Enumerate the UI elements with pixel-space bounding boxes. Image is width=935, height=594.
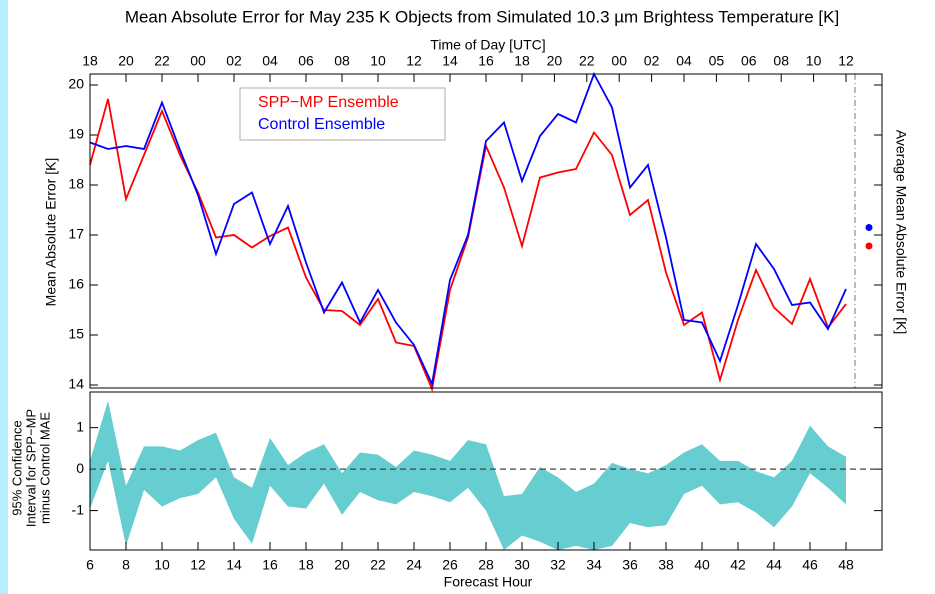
x-tick-label: 32 [550, 557, 566, 573]
y-tick-label: 14 [68, 376, 84, 392]
x-tick-label: 10 [154, 557, 170, 573]
top-tick-label: 08 [334, 53, 350, 69]
x-tick-label: 46 [802, 557, 818, 573]
y-axis-title: 95% Confidence [9, 420, 24, 515]
top-tick-label: 22 [579, 53, 595, 69]
x-tick-label: 48 [838, 557, 854, 573]
top-tick-label: 06 [298, 53, 314, 69]
top-tick-label: 16 [478, 53, 494, 69]
x-tick-label: 14 [226, 557, 242, 573]
top-axis-title: Time of Day [UTC] [430, 37, 545, 53]
top-tick-label: 20 [547, 53, 563, 69]
top-tick-label: 08 [773, 53, 789, 69]
average-dot [865, 224, 873, 231]
top-tick-label: 18 [82, 53, 98, 69]
top-tick-label: 12 [838, 53, 854, 69]
top-tick-label: 10 [806, 53, 822, 69]
side-stripe [0, 0, 8, 594]
y-tick-label: 1 [76, 418, 84, 434]
y-tick-label: 18 [68, 176, 84, 192]
y2-axis-title: Average Mean Absolute Error [K] [893, 130, 909, 334]
legend-label: Control Ensemble [258, 116, 385, 133]
top-tick-label: 02 [226, 53, 242, 69]
top-tick-label: 04 [262, 53, 278, 69]
y-tick-label: 17 [68, 226, 84, 242]
y-tick-label: 15 [68, 326, 84, 342]
legend-label: SPP−MP Ensemble [258, 94, 399, 111]
x-tick-label: 40 [694, 557, 710, 573]
y-axis-title: Interval for SPP−MP [23, 409, 38, 527]
y-axis-title: Mean Absolute Error [K] [43, 158, 59, 307]
x-tick-label: 16 [262, 557, 278, 573]
legend-box [239, 87, 446, 141]
top-tick-label: 12 [406, 53, 422, 69]
x-tick-label: 20 [334, 557, 350, 573]
x-tick-label: 12 [190, 557, 206, 573]
top-tick-label: 22 [154, 53, 170, 69]
x-tick-label: 44 [766, 557, 782, 573]
chart-title: Mean Absolute Error for May 235 K Object… [125, 7, 839, 26]
x-tick-label: 6 [86, 557, 94, 573]
average-dot [865, 242, 873, 250]
series-line [89, 98, 847, 393]
x-tick-label: 36 [622, 557, 638, 573]
x-tick-label: 8 [122, 557, 130, 573]
top-tick-label: 02 [644, 53, 660, 69]
top-tick-label: 05 [709, 53, 725, 69]
top-tick-label: 14 [442, 53, 458, 69]
x-tick-label: 34 [586, 557, 602, 573]
y-tick-label: 20 [68, 76, 84, 92]
x-tick-label: 38 [658, 557, 674, 573]
top-tick-label: 10 [370, 53, 386, 69]
x-axis-title: Forecast Hour [444, 574, 533, 590]
confidence-band [90, 400, 846, 550]
y-tick-label: 0 [76, 460, 84, 476]
x-tick-label: 30 [514, 557, 530, 573]
top-tick-label: 18 [514, 53, 530, 69]
series-line [89, 71, 847, 388]
x-tick-label: 24 [406, 557, 422, 573]
top-tick-label: 00 [611, 53, 627, 69]
top-tick-label: 20 [118, 53, 134, 69]
x-tick-label: 42 [730, 557, 746, 573]
x-tick-label: 18 [298, 557, 314, 573]
x-tick-label: 22 [370, 557, 386, 573]
top-tick-label: 04 [676, 53, 692, 69]
y-tick-label: 19 [68, 126, 84, 142]
y-axis-title: minus Control MAE [37, 412, 52, 524]
top-tick-label: 00 [190, 53, 206, 69]
y-tick-label: 16 [68, 276, 84, 292]
x-tick-label: 26 [442, 557, 458, 573]
top-tick-label: 06 [741, 53, 757, 69]
plot-frame [89, 391, 883, 551]
y-tick-label: -1 [72, 501, 85, 517]
x-tick-label: 28 [478, 557, 494, 573]
plot-frame [89, 73, 883, 389]
